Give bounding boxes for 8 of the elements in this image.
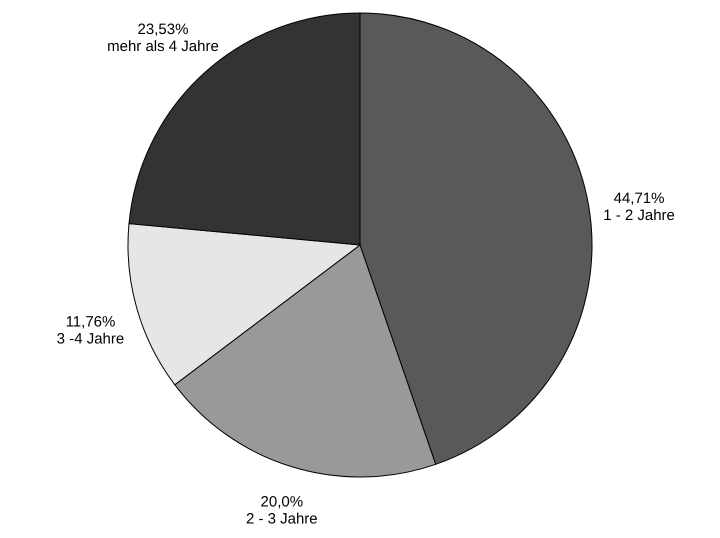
- slice-label: 1 - 2 Jahre: [603, 207, 675, 224]
- data-label: 23,53%: [138, 20, 188, 38]
- slice-label: 3 -4 Jahre: [56, 330, 124, 348]
- slice-label: mehr als 4 Jahre: [107, 38, 219, 55]
- data-label: 20,0%: [260, 493, 304, 510]
- data-label: 44,71%: [614, 190, 664, 208]
- slice-label: 2 - 3 Jahre: [246, 510, 318, 528]
- data-label: 11,76%: [66, 314, 116, 331]
